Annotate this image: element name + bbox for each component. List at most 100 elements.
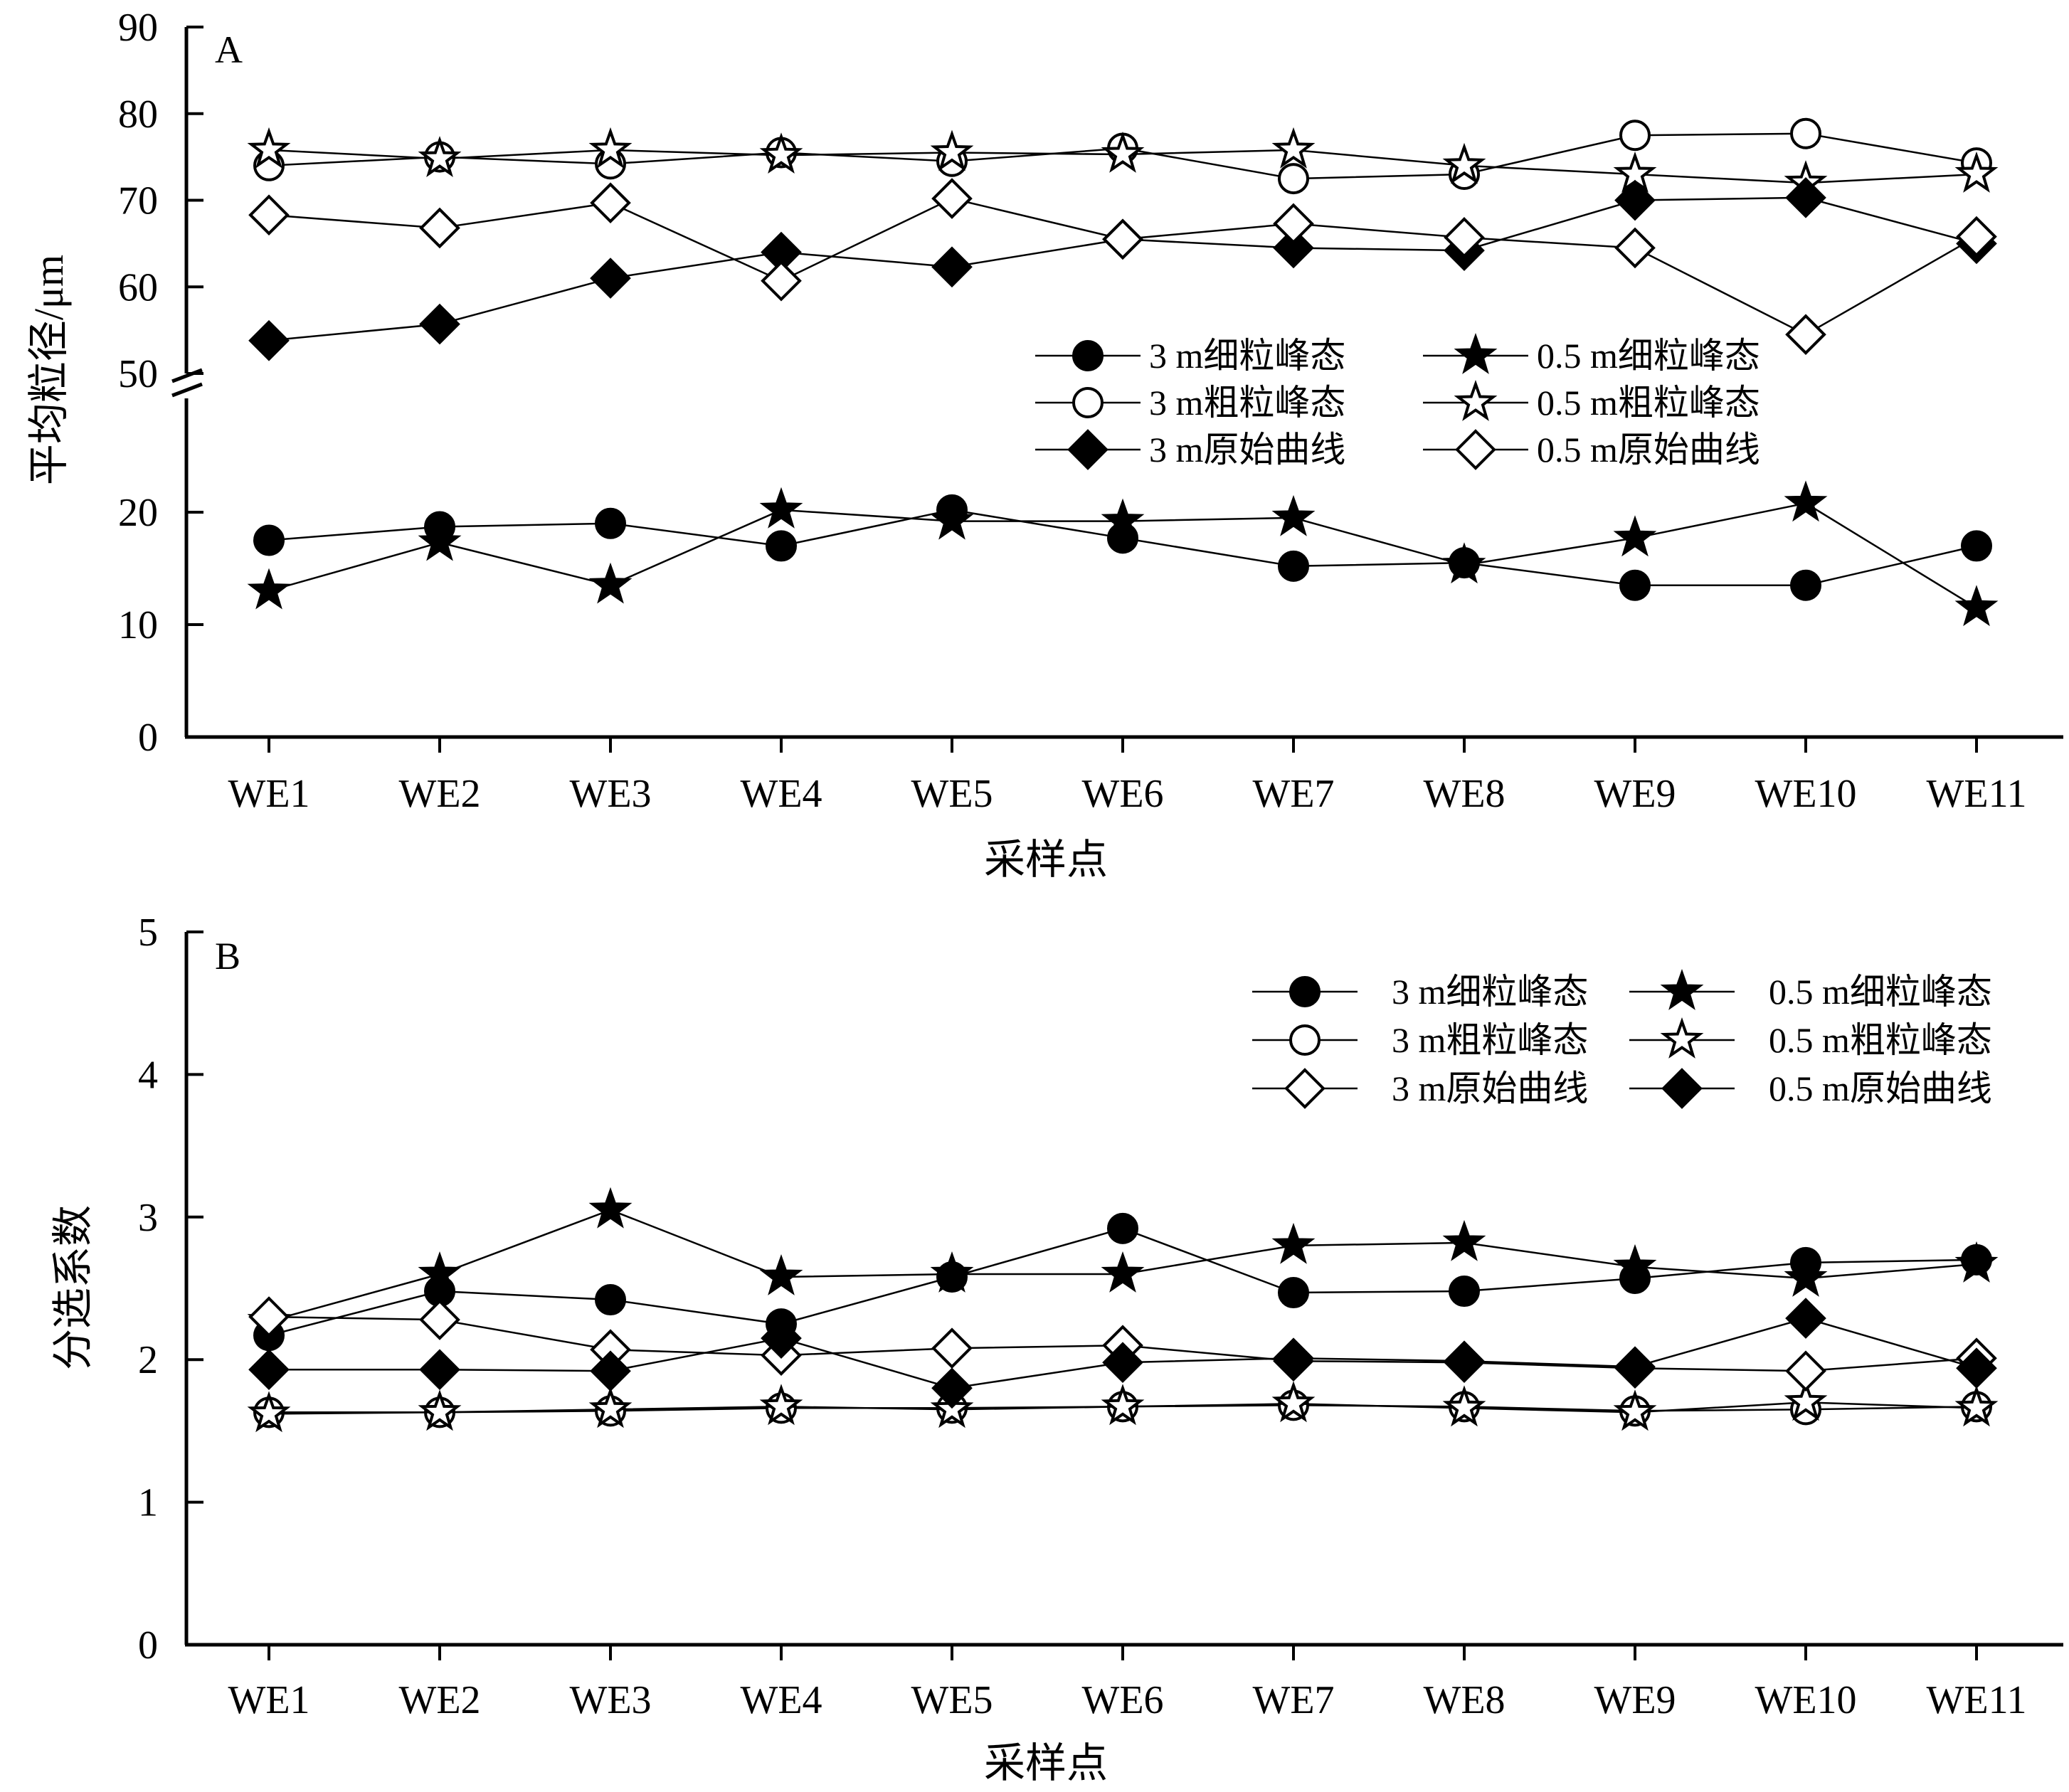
panel-a-x-tick-label: WE11 <box>1927 772 2027 816</box>
panel-a-legend-entry: 0.5 m粗粒峰态 <box>1423 380 1760 423</box>
panel-a-data-point <box>595 507 626 539</box>
legend-marker <box>1072 387 1104 418</box>
panel-b-letter: B <box>215 935 240 977</box>
panel-a-legend: 3 m细粒峰态 0.5 m细粒峰态 3 m粗粒峰态 0.5 m粗粒峰态 3 m原始曲线 0… <box>1035 333 1760 470</box>
panel-a-legend-label: 3 m原始曲线 <box>1149 430 1345 470</box>
panel-b-data-point <box>759 1254 803 1295</box>
panel-a-data-point <box>253 524 285 556</box>
panel-a-data-point <box>1278 163 1309 195</box>
panel-a-y-tick-label: 50 <box>118 352 158 396</box>
legend-marker <box>1660 1017 1704 1059</box>
panel-a-data-point <box>931 246 973 288</box>
panel-b-x-ticks: WE1 WE2 WE3 WE4 WE5 WE6 WE7 WE8 WE9 WE10 WE11 <box>228 1645 2026 1722</box>
panel-b-data-point <box>247 1391 291 1433</box>
panel-a-data-point <box>1954 152 1999 193</box>
panel-a-data-point <box>1956 216 1997 258</box>
panel-a-y-tick-label: 60 <box>118 265 158 309</box>
legend-marker <box>1067 429 1108 470</box>
panel-b-y-tick-label: 1 <box>138 1481 158 1525</box>
panel-a-data-point <box>766 530 797 562</box>
panel-a-data-point <box>1271 127 1316 169</box>
panel-a-data-point <box>1785 314 1826 356</box>
panel-a-data-point <box>1954 585 1999 627</box>
panel-a-x-tick-label: WE7 <box>1252 772 1334 816</box>
panel-a-data-point <box>1444 217 1485 258</box>
panel-a-data-point <box>759 132 803 174</box>
panel-b-data-point <box>1101 1251 1145 1293</box>
panel-a-data-point <box>418 519 462 561</box>
panel-b-legend-label: 0.5 m细粒峰态 <box>1769 972 1992 1012</box>
panel-b-x-tick-label: WE7 <box>1252 1678 1334 1722</box>
panel-b-legend-entry: 0.5 m细粒峰态 <box>1629 969 1992 1012</box>
panel-a-series <box>247 117 1999 627</box>
panel-b-data-point <box>1442 1385 1486 1427</box>
panel-b-y-tick-label: 4 <box>138 1053 158 1097</box>
panel-a-data-point <box>247 568 291 610</box>
panel-a-data-point <box>1613 515 1657 557</box>
panel-b-x-tick-label: WE11 <box>1927 1678 2027 1722</box>
panel-a-series-5 <box>248 177 1997 361</box>
panel-a-x-tick-label: WE1 <box>228 772 309 816</box>
legend-marker <box>1289 1024 1321 1056</box>
panel-a-data-point <box>1101 132 1145 173</box>
panel-b-data-point <box>1271 1381 1316 1423</box>
panel-b-data-point <box>759 1384 803 1426</box>
panel-b-data-point <box>1785 1298 1826 1339</box>
panel-a-x-ticks: WE1 WE2 WE3 WE4 WE5 WE6 WE7 WE8 WE9 WE10 WE11 <box>228 737 2026 816</box>
panel-a-legend-entry: 0.5 m细粒峰态 <box>1423 333 1760 376</box>
panel-b-data-point <box>419 1299 460 1340</box>
panel-a-legend-entry: 3 m细粒峰态 <box>1035 336 1345 376</box>
panel-b-x-tick-label: WE6 <box>1081 1678 1163 1722</box>
panel-b-data-point <box>1442 1219 1486 1261</box>
panel-a-data-point <box>1442 142 1486 184</box>
panel-a-legend-entry: 3 m粗粒峰态 <box>1035 383 1345 423</box>
panel-a-data-point <box>419 303 460 345</box>
panel-b-x-tick-label: WE1 <box>228 1678 309 1722</box>
legend-marker <box>1660 969 1704 1010</box>
panel-a-series-4 <box>247 127 1999 202</box>
panel-a-data-point <box>759 487 803 529</box>
panel-a-x-tick-label: WE10 <box>1755 772 1856 816</box>
panel-b-x-tick-label: WE2 <box>398 1678 480 1722</box>
panel-a-data-point <box>590 258 631 299</box>
panel-a-letter: A <box>215 28 243 71</box>
legend-marker <box>1455 429 1496 470</box>
panel-a-x-tick-label: WE4 <box>740 772 822 816</box>
panel-a-y-tick-label: 20 <box>118 491 158 535</box>
panel-b-x-tick-label: WE3 <box>569 1678 651 1722</box>
panel-a-data-point <box>248 319 290 361</box>
panel-a-x-tick-label: WE5 <box>911 772 993 816</box>
panel-b-data-point <box>595 1284 626 1316</box>
panel-b-chart: B 0 1 2 3 4 5 WE1 WE2 WE3 WE4 WE5 WE6 WE7 WE8 WE9 WE10… <box>50 911 2063 1786</box>
panel-b-data-point <box>930 1251 974 1293</box>
panel-b-data-point <box>588 1387 633 1428</box>
panel-b-data-point <box>931 1327 973 1369</box>
panel-a-data-point <box>418 136 462 177</box>
panel-a-data-point <box>1785 177 1826 218</box>
panel-b-data-point <box>1107 1212 1138 1244</box>
legend-marker <box>1454 333 1498 374</box>
legend-marker <box>1661 1068 1703 1109</box>
panel-a-data-point <box>1790 569 1821 601</box>
panel-b-data-point <box>1278 1277 1309 1309</box>
panel-b-data-point <box>1784 1379 1828 1421</box>
panel-a-data-point <box>1278 550 1309 582</box>
panel-b-data-point <box>1954 1385 1999 1427</box>
panel-b-data-point <box>1614 1346 1656 1388</box>
panel-b-y-ticks: 0 1 2 3 4 5 <box>138 911 203 1668</box>
panel-b-data-point <box>1102 1342 1143 1384</box>
panel-a-data-point <box>930 498 974 540</box>
panel-b-data-point <box>248 1296 290 1337</box>
panel-a-data-point <box>1784 480 1828 522</box>
panel-a-data-point <box>930 129 974 171</box>
panel-b-data-point <box>1271 1222 1316 1264</box>
panel-b-data-point <box>1956 1347 1997 1389</box>
panel-a-legend-entry: 3 m原始曲线 <box>1035 429 1345 470</box>
panel-b-data-point <box>418 1251 462 1293</box>
panel-a-legend-label: 0.5 m粗粒峰态 <box>1537 383 1760 423</box>
panel-a-x-tick-label: WE8 <box>1423 772 1505 816</box>
panel-b-y-tick-label: 0 <box>138 1623 158 1668</box>
panel-a-x-tick-label: WE9 <box>1594 772 1676 816</box>
panel-b-x-tick-label: WE8 <box>1423 1678 1505 1722</box>
